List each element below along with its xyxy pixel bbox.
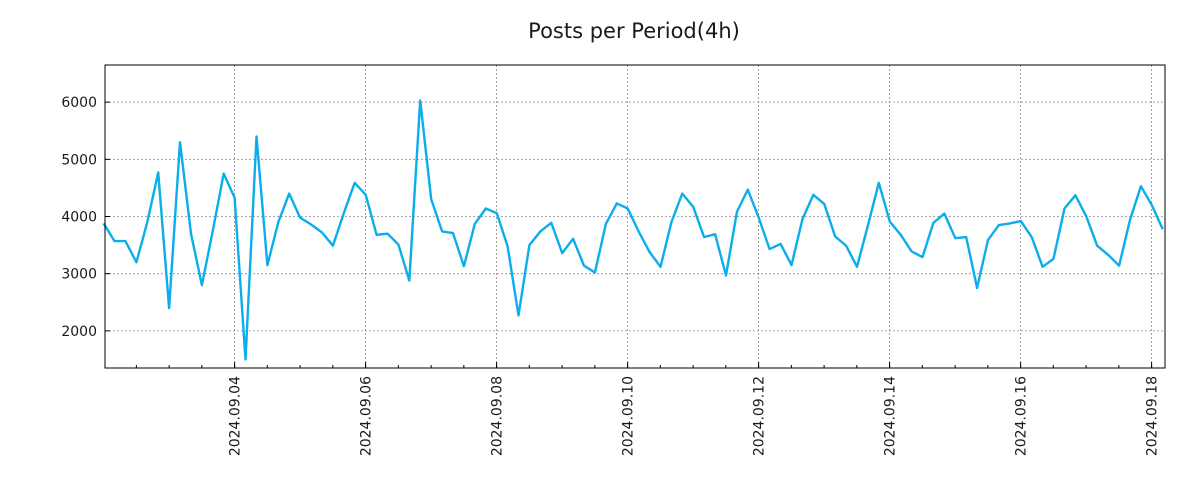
x-axis-ticks: 2024.09.04 2024.09.06 2024.09.08 2024.09.10…	[135, 362, 1161, 456]
chart-title: Posts per Period(4h)	[528, 19, 740, 43]
x-tick-label: 2024.09.16	[1014, 376, 1030, 456]
grid	[105, 65, 1165, 368]
y-tick-label: 5000	[61, 152, 97, 168]
x-tick-label: 2024.09.04	[228, 376, 244, 456]
x-tick-label: 2024.09.12	[752, 376, 768, 456]
x-tick-label: 2024.09.06	[359, 376, 375, 456]
x-tick-label: 2024.09.08	[490, 376, 506, 456]
y-axis-ticks: 2000 3000 4000 5000 6000	[61, 95, 110, 340]
y-tick-label: 2000	[61, 324, 97, 340]
y-tick-label: 6000	[61, 95, 97, 111]
y-tick-label: 4000	[61, 210, 97, 226]
x-tick-label: 2024.09.18	[1145, 376, 1161, 456]
x-tick-label: 2024.09.14	[883, 376, 899, 456]
plot-frame	[104, 64, 1166, 369]
x-tick-label: 2024.09.10	[621, 376, 637, 456]
series-line-posts	[102, 99, 1164, 361]
y-tick-label: 3000	[61, 267, 97, 283]
